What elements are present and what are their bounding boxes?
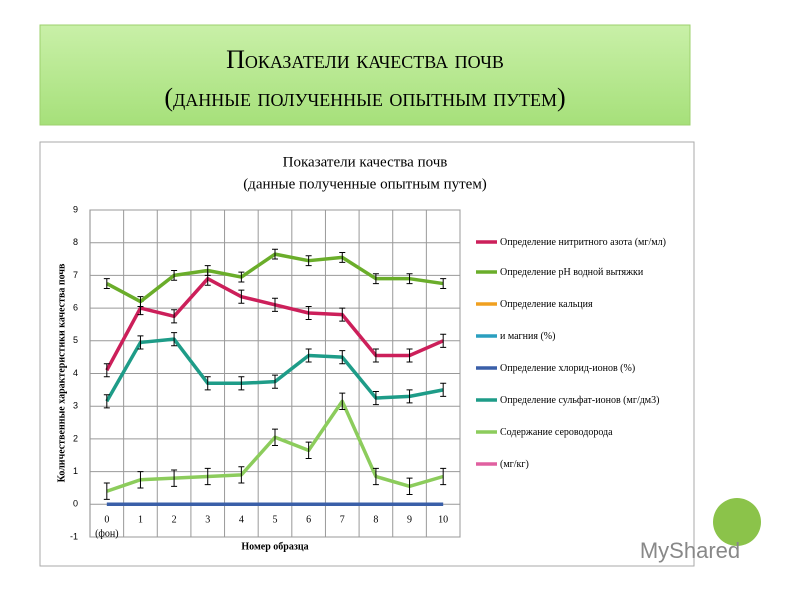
error-bar xyxy=(339,307,346,322)
error-bar xyxy=(171,469,178,487)
x-tick-label: 9 xyxy=(407,514,412,525)
chart-title: Показатели качества почв xyxy=(283,154,448,170)
y-tick-label: 7 xyxy=(73,270,78,280)
error-bar xyxy=(272,374,278,389)
error-bar xyxy=(238,289,245,304)
error-bar xyxy=(103,363,110,378)
error-bar xyxy=(204,376,211,391)
y-tick-label: 6 xyxy=(73,302,78,312)
error-bar xyxy=(305,305,312,321)
error-bar xyxy=(204,265,211,276)
error-bar xyxy=(406,477,413,495)
y-tick-label: 3 xyxy=(73,401,78,411)
x-tick-label: 8 xyxy=(373,514,378,525)
error-bar xyxy=(171,269,178,281)
error-bar xyxy=(339,252,346,263)
y-tick-label: 5 xyxy=(73,335,78,345)
x-tick-label: 4 xyxy=(239,514,244,525)
x-tick-label: 0 xyxy=(104,514,109,525)
y-tick-label: 1 xyxy=(73,466,78,476)
error-bar xyxy=(238,376,245,391)
error-bar xyxy=(272,297,278,312)
error-bar xyxy=(103,394,110,409)
watermark: MyShared xyxy=(640,538,740,563)
y-tick-label: -1 xyxy=(70,531,78,541)
y-tick-label: 0 xyxy=(73,499,78,509)
error-bar xyxy=(272,428,278,446)
legend-label: Определение кальция xyxy=(500,299,593,310)
error-bar xyxy=(372,390,379,406)
error-bar xyxy=(440,278,447,289)
error-bar xyxy=(339,392,346,410)
error-bar xyxy=(103,482,110,500)
slide-title: (данные полученные опытным путем) xyxy=(164,83,565,112)
error-bar xyxy=(372,348,379,363)
error-bar xyxy=(103,278,110,289)
error-bar xyxy=(372,467,379,486)
x-tick-label: 10 xyxy=(438,514,448,525)
logo-circle xyxy=(713,498,761,546)
legend-label: Содержание сероводорода xyxy=(500,427,613,438)
chart-title: (данные полученные опытным путем) xyxy=(243,176,487,192)
x-tick-label: 5 xyxy=(273,514,278,525)
error-bar xyxy=(305,441,312,460)
error-bar xyxy=(406,389,413,404)
y-tick-label: 2 xyxy=(73,433,78,443)
error-bar xyxy=(305,255,312,267)
y-tick-label: 4 xyxy=(73,368,78,378)
error-bar xyxy=(305,348,312,363)
error-bar xyxy=(171,332,178,347)
y-axis-label: Количественные характеристики качества п… xyxy=(56,263,67,482)
title-box xyxy=(39,24,691,126)
error-bar xyxy=(440,333,447,348)
legend-label: Определение нитритного азота (мг/мл) xyxy=(500,237,666,248)
legend-label: Определение рН водной вытяжки xyxy=(500,267,644,278)
x-tick-label: 6 xyxy=(306,514,311,525)
x-tick-label: 7 xyxy=(340,514,345,525)
y-tick-label: 8 xyxy=(73,237,78,247)
slide-title: Показатели качества почв xyxy=(226,45,504,74)
y-tick-label: 9 xyxy=(73,204,78,214)
error-bar xyxy=(204,467,211,486)
error-bar xyxy=(238,271,245,283)
x-tick-label: 2 xyxy=(172,514,177,525)
x-tick-label: 1 xyxy=(138,514,143,525)
error-bar xyxy=(339,350,346,365)
error-bar xyxy=(372,273,379,285)
error-bar xyxy=(272,248,278,260)
legend-label: Определение сульфат-ионов (мг/дм3) xyxy=(500,395,660,406)
x-tick-label: 3 xyxy=(205,514,210,525)
legend-label: (мг/кг) xyxy=(500,459,529,470)
error-bar xyxy=(440,382,447,397)
annotation: (фон) xyxy=(95,528,119,539)
error-bar xyxy=(440,467,447,486)
error-bar xyxy=(137,296,144,307)
legend-label: и магния (%) xyxy=(500,331,556,342)
error-bar xyxy=(171,309,178,324)
error-bar xyxy=(137,335,144,350)
error-bar xyxy=(406,348,413,363)
error-bar xyxy=(406,273,413,285)
chart-frame xyxy=(39,141,695,567)
error-bar xyxy=(238,466,245,484)
legend-label: Определение хлорид-ионов (%) xyxy=(500,363,636,374)
x-axis-label: Номер образца xyxy=(241,541,308,552)
error-bar xyxy=(137,471,144,489)
